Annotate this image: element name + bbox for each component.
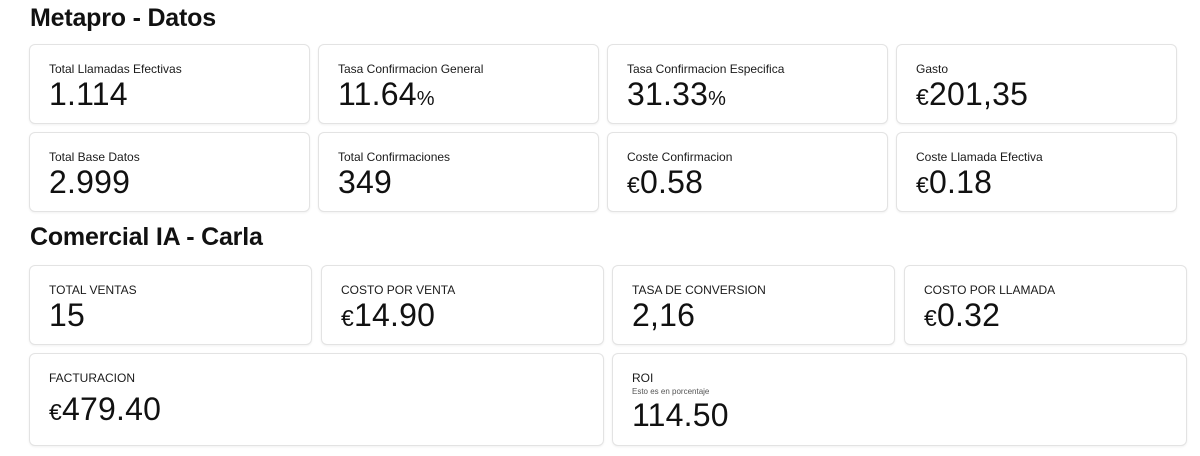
card-total-base-datos: Total Base Datos 2.999 xyxy=(29,132,310,212)
euro-symbol: € xyxy=(341,305,354,331)
card-label: ROI xyxy=(632,371,654,385)
card-coste-llamada-efectiva: Coste Llamada Efectiva €0.18 xyxy=(896,132,1177,212)
card-value: 2,16 xyxy=(632,297,696,333)
card-label: TOTAL VENTAS xyxy=(49,283,137,297)
card-label: COSTO POR VENTA xyxy=(341,283,456,297)
card-label: Tasa Confirmacion Especifica xyxy=(627,62,785,76)
card-tasa-confirmacion-general: Tasa Confirmacion General 11.64% xyxy=(318,44,599,124)
card-costo-por-venta: COSTO POR VENTA €14.90 xyxy=(321,265,604,345)
card-value: 15 xyxy=(49,297,85,333)
card-roi: ROI Esto es en porcentaje 114.50 xyxy=(612,353,1187,446)
card-value: €479.40 xyxy=(49,391,162,427)
card-label: Coste Llamada Efectiva xyxy=(916,150,1043,164)
card-label: Coste Confirmacion xyxy=(627,150,733,164)
card-value: €14.90 xyxy=(341,297,436,333)
percent-unit: % xyxy=(708,88,727,110)
card-sublabel: Esto es en porcentaje xyxy=(632,387,710,396)
card-label: Total Confirmaciones xyxy=(338,150,451,164)
card-coste-confirmacion: Coste Confirmacion €0.58 xyxy=(607,132,888,212)
card-value: €201,35 xyxy=(916,76,1029,112)
card-value: 11.64% xyxy=(338,76,435,112)
card-value: €0.32 xyxy=(924,297,1001,333)
card-value: 349 xyxy=(338,164,392,200)
euro-symbol: € xyxy=(924,305,937,331)
card-value: €0.18 xyxy=(916,164,993,200)
euro-symbol: € xyxy=(916,84,929,110)
card-value: 114.50 xyxy=(632,397,729,433)
card-total-ventas: TOTAL VENTAS 15 xyxy=(29,265,312,345)
card-value: 31.33% xyxy=(627,76,727,112)
card-label: COSTO POR LLAMADA xyxy=(924,283,1056,297)
percent-unit: % xyxy=(416,88,435,110)
card-value: €0.58 xyxy=(627,164,704,200)
card-label: TASA DE CONVERSION xyxy=(632,283,766,297)
section-title-metapro: Metapro - Datos xyxy=(30,4,216,32)
card-label: Tasa Confirmacion General xyxy=(338,62,484,76)
card-value: 2.999 xyxy=(49,164,131,200)
card-tasa-de-conversion: TASA DE CONVERSION 2,16 xyxy=(612,265,895,345)
card-facturacion: FACTURACION €479.40 xyxy=(29,353,604,446)
card-value: 1.114 xyxy=(49,76,128,112)
card-total-llamadas-efectivas: Total Llamadas Efectivas 1.114 xyxy=(29,44,310,124)
euro-symbol: € xyxy=(49,399,62,425)
section-title-comercial: Comercial IA - Carla xyxy=(30,223,263,251)
card-gasto: Gasto €201,35 xyxy=(896,44,1177,124)
card-costo-por-llamada: COSTO POR LLAMADA €0.32 xyxy=(904,265,1187,345)
card-label: Total Llamadas Efectivas xyxy=(49,62,182,76)
card-label: Gasto xyxy=(916,62,949,76)
card-total-confirmaciones: Total Confirmaciones 349 xyxy=(318,132,599,212)
card-label: FACTURACION xyxy=(49,371,136,385)
card-label: Total Base Datos xyxy=(49,150,140,164)
card-tasa-confirmacion-especifica: Tasa Confirmacion Especifica 31.33% xyxy=(607,44,888,124)
euro-symbol: € xyxy=(916,172,929,198)
euro-symbol: € xyxy=(627,172,640,198)
